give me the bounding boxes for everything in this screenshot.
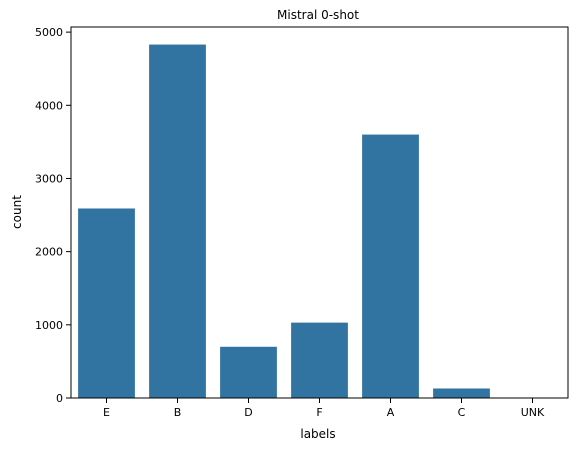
bar-d: [220, 346, 277, 398]
bar-e: [78, 208, 135, 398]
x-tick-label: A: [387, 406, 395, 419]
y-tick-label: 4000: [35, 99, 63, 112]
bar-f: [291, 322, 348, 398]
bars-group: [78, 44, 561, 399]
x-tick-label: C: [458, 406, 466, 419]
x-axis-label: labels: [300, 427, 335, 441]
bar-b: [149, 44, 206, 399]
bar-a: [362, 134, 419, 398]
y-axis-label: count: [10, 195, 24, 229]
y-tick-label: 5000: [35, 26, 63, 39]
y-tick-label: 3000: [35, 172, 63, 185]
y-axis: 0 1000 2000 3000 4000 5000: [35, 26, 71, 405]
chart-title: Mistral 0-shot: [277, 8, 359, 22]
x-tick-label: D: [244, 406, 252, 419]
x-tick-label: UNK: [521, 406, 545, 419]
y-tick-label: 1000: [35, 319, 63, 332]
bar-c: [433, 388, 490, 398]
x-tick-label: B: [174, 406, 182, 419]
x-tick-label: F: [316, 406, 322, 419]
y-tick-label: 2000: [35, 246, 63, 259]
x-axis: E B D F A C UNK: [103, 398, 545, 419]
x-tick-label: E: [103, 406, 110, 419]
y-tick-label: 0: [56, 392, 63, 405]
